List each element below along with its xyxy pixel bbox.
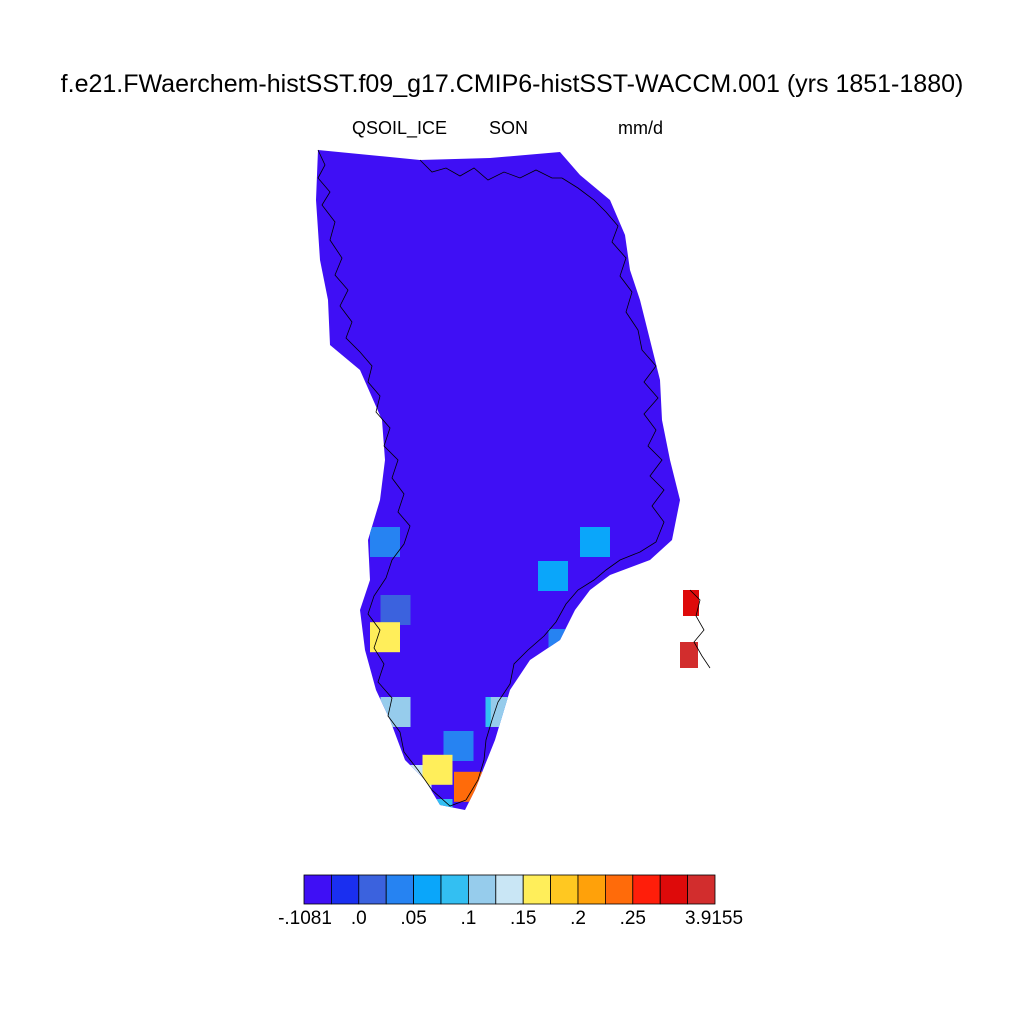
variable-label: QSOIL_ICE [352,118,448,138]
data-cell [370,622,400,653]
data-cell [422,754,453,785]
colorbar-swatch [687,874,716,905]
data-cell [496,493,526,523]
coastline-west [317,149,467,807]
data-cell [380,697,411,727]
colorbar-swatch [330,874,360,905]
colorbar-swatch [550,874,579,905]
data-cell [685,425,715,455]
colorbar-swatch [577,874,606,905]
iceland-cell [683,590,699,616]
colorbar-swatch [440,874,469,905]
data-cell [496,85,526,115]
colorbar-tick-label: .15 [509,908,537,929]
colorbar-tick-label: .0 [350,908,367,929]
data-cell [422,799,453,810]
data-cell [548,629,579,659]
colorbar-swatch [385,874,415,905]
colorbar-swatch [632,874,661,905]
data-cell [454,819,484,849]
data-cell [490,697,521,727]
data-cell [674,187,680,217]
colorbar-tick-label: .05 [400,908,427,929]
data-cell [569,697,600,727]
colorbar-tick-label: .25 [619,908,647,929]
coastline-north [419,159,562,181]
colorbar-tick-label: .1 [460,908,477,929]
data-cell [496,323,526,353]
colorbar-swatch [605,874,634,905]
season-label: SON [489,118,529,138]
greenland-field [316,85,736,849]
colorbar-tick-label: .2 [570,908,586,929]
data-cell [475,187,505,217]
data-cell [706,323,736,353]
coastline-east [465,177,665,801]
units-label: mm/d [618,118,663,138]
data-cell [475,629,505,659]
coastline-iceland [689,589,711,669]
coastline [317,149,711,807]
data-cell [580,527,610,557]
colorbar-tick-label: -.1081 [278,908,332,929]
colorbar-swatch [495,874,524,905]
greenland-base [316,150,680,810]
colorbar-swatch [467,874,497,905]
colorbar-swatch [522,874,552,905]
colorbar-tick-label: 3.9155 [684,908,744,929]
data-cell [538,561,568,591]
colorbar-swatch [659,874,689,905]
colorbar-swatch [358,874,387,905]
colorbar-swatch [413,874,442,905]
chart-title: f.e21.FWaerchem-histSST.f09_g17.CMIP6-hi… [60,70,964,98]
data-cell [370,527,400,557]
iceland-cell [680,642,698,668]
colorbar [303,874,716,905]
colorbar-swatch [303,874,332,905]
data-cell [380,595,411,625]
